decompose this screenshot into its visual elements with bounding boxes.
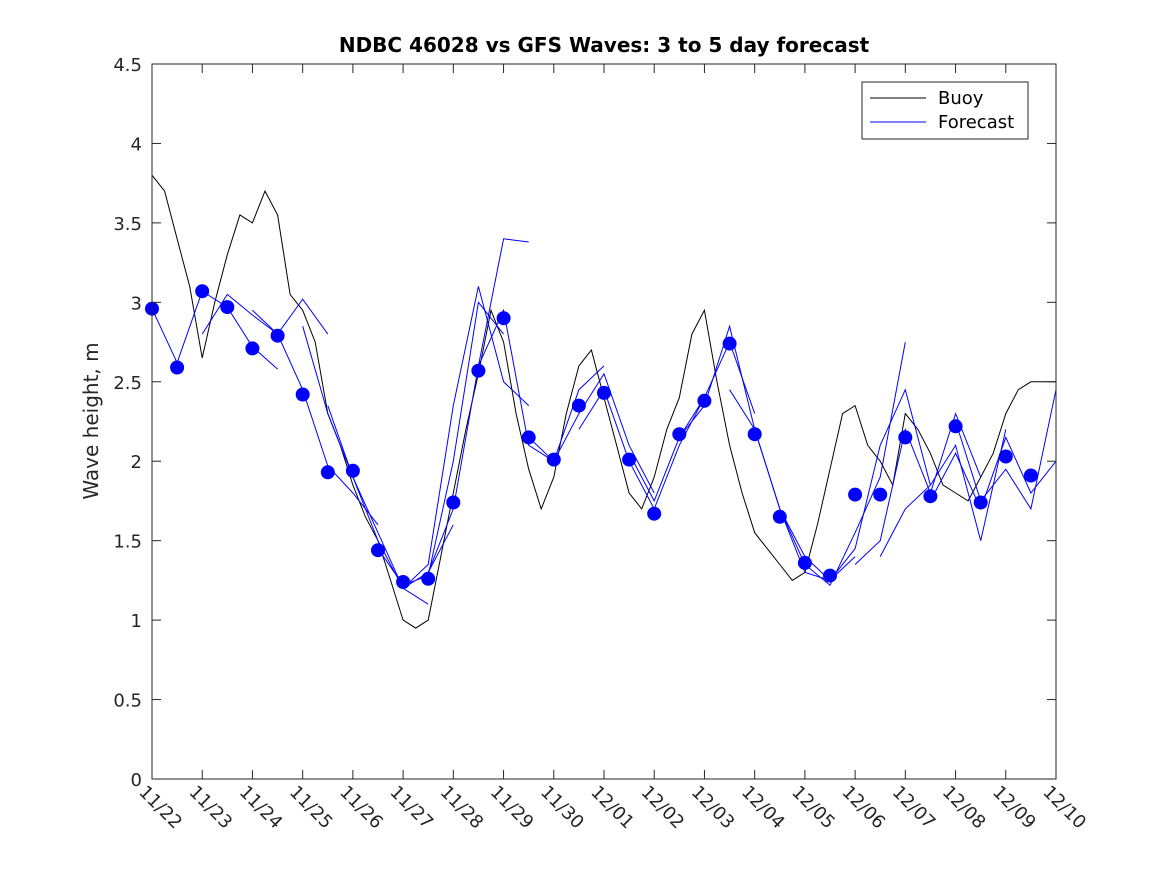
- forecast-marker: [948, 419, 963, 434]
- forecast-marker: [848, 487, 863, 502]
- x-tick-label: 12/03: [687, 782, 739, 834]
- y-tick-label: 3.5: [113, 214, 142, 235]
- forecast-marker: [1023, 468, 1038, 483]
- forecast-line: [427, 238, 529, 573]
- forecast-marker: [170, 360, 185, 375]
- forecast-marker: [722, 336, 737, 351]
- y-tick-label: 2.5: [113, 373, 142, 394]
- forecast-line: [955, 389, 1057, 511]
- forecast-marker: [295, 387, 310, 402]
- forecast-marker: [371, 543, 385, 558]
- forecast-line: [302, 326, 429, 605]
- forecast-marker: [421, 571, 436, 586]
- x-tick-label: 12/10: [1038, 782, 1090, 834]
- y-tick-label: 4.5: [113, 55, 142, 76]
- y-tick-label: 1: [131, 611, 142, 632]
- forecast-markers: [145, 284, 1038, 589]
- x-tick-label: 11/27: [386, 782, 438, 834]
- forecast-marker: [998, 449, 1013, 464]
- forecast-marker: [873, 487, 888, 502]
- x-tick-label: 12/05: [787, 782, 839, 834]
- x-tick-label: 12/08: [938, 782, 990, 834]
- forecast-marker: [496, 311, 511, 326]
- forecast-line: [804, 388, 931, 582]
- x-tick-label: 11/25: [285, 782, 337, 834]
- forecast-line: [879, 429, 1007, 557]
- forecast-marker: [521, 430, 536, 445]
- forecast-series: [151, 238, 1057, 605]
- forecast-marker: [571, 398, 586, 413]
- forecast-marker: [622, 452, 637, 467]
- forecast-marker: [797, 555, 812, 570]
- y-axis-label: Wave height, m: [79, 342, 103, 499]
- forecast-marker: [446, 495, 461, 510]
- forecast-marker: [220, 300, 235, 315]
- x-tick-label: 11/26: [335, 782, 387, 834]
- forecast-line: [729, 389, 856, 581]
- forecast-marker: [270, 328, 285, 343]
- y-tick-label: 2: [131, 452, 142, 473]
- forecast-line: [628, 340, 756, 503]
- forecast-marker: [320, 465, 335, 480]
- forecast-line: [779, 342, 906, 586]
- x-tick-label: 11/22: [134, 782, 186, 834]
- plot-frame: [151, 63, 1057, 780]
- forecast-marker: [647, 506, 662, 521]
- legend-forecast-label: Forecast: [938, 112, 1014, 133]
- x-tick-label: 11/30: [536, 782, 588, 834]
- forecast-marker: [898, 430, 913, 445]
- forecast-line: [327, 405, 454, 590]
- forecast-line: [578, 388, 705, 511]
- forecast-marker: [697, 393, 712, 408]
- forecast-line: [377, 301, 504, 586]
- forecast-marker: [345, 463, 360, 478]
- forecast-marker: [672, 427, 687, 442]
- legend: Buoy Forecast: [861, 81, 1029, 140]
- x-tick-label: 12/04: [737, 782, 789, 834]
- x-tick-label: 11/23: [185, 782, 237, 834]
- x-tick-label: 12/09: [988, 782, 1040, 834]
- legend-box: [861, 81, 1029, 140]
- forecast-marker: [823, 568, 837, 583]
- forecast-marker: [747, 427, 762, 442]
- y-tick-label: 4: [131, 134, 142, 155]
- buoy-line: [151, 174, 1056, 629]
- y-tick-label: 0.5: [113, 691, 142, 712]
- forecast-marker: [195, 284, 210, 299]
- axes-frame: [151, 63, 1057, 780]
- forecast-marker: [396, 575, 411, 589]
- y-tick-label: 1.5: [113, 532, 142, 553]
- forecast-marker: [471, 363, 486, 378]
- x-tick-label: 12/06: [838, 782, 890, 834]
- forecast-line: [402, 286, 530, 589]
- legend-buoy-label: Buoy: [938, 88, 984, 109]
- y-tick-label: 3: [131, 293, 142, 314]
- forecast-marker: [772, 509, 787, 524]
- forecast-marker: [245, 341, 260, 356]
- x-tick-label: 11/24: [235, 782, 287, 834]
- x-tick-label: 12/01: [586, 782, 638, 834]
- forecast-marker: [546, 452, 561, 467]
- x-tick-label: 12/07: [888, 782, 940, 834]
- forecast-marker: [597, 385, 611, 400]
- x-tick-label: 11/28: [436, 782, 488, 834]
- axes-layer: 0 0.5 1 1.5 2 2.5 3 3.5 4 4.5 11/2211/2311/2411/25…: [113, 55, 1090, 833]
- chart-title: NDBC 46028 vs GFS Waves: 3 to 5 day fore…: [339, 33, 870, 57]
- y-tick-label: 0: [131, 770, 142, 791]
- forecast-marker: [973, 495, 988, 510]
- buoy-series: [151, 174, 1056, 629]
- forecast-line: [528, 372, 655, 494]
- forecast-line: [477, 308, 605, 462]
- x-tick-label: 11/29: [486, 782, 538, 834]
- x-tick-label: 12/02: [637, 782, 689, 834]
- forecast-marker: [923, 489, 938, 504]
- forecast-line: [201, 293, 329, 335]
